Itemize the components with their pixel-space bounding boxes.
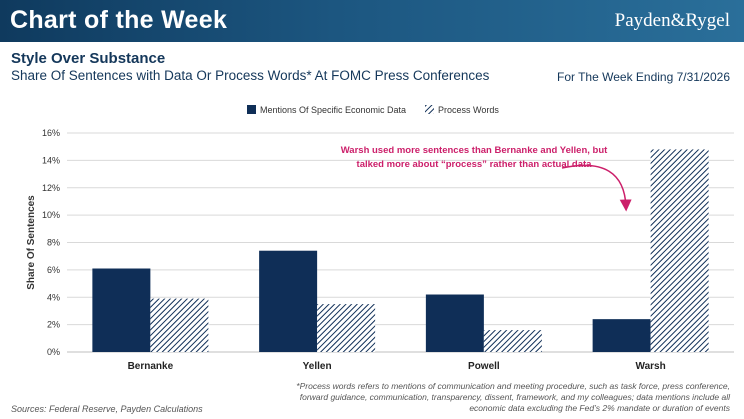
annotation-text: talked more about “process” rather than … [357, 159, 593, 170]
brand-logo: Payden&Rygel [614, 10, 730, 31]
bar-economic-data-warsh [592, 319, 651, 352]
y-tick-label: 6% [47, 265, 60, 275]
legend-swatch-economic-data [247, 105, 256, 114]
y-tick-label: 16% [42, 128, 60, 138]
bar-process-words-powell [483, 330, 542, 352]
x-tick-label: Yellen [303, 361, 332, 372]
bar-economic-data-powell [425, 294, 484, 352]
bar-process-words-bernanke [150, 298, 209, 352]
x-tick-label: Warsh [636, 361, 666, 372]
bar-process-words-yellen [317, 304, 376, 352]
bar-chart: 0% 2% 4% 6% 8% 10% 12% 14% 16% Share Of Sentences… [26, 105, 734, 372]
y-axis-label: Share Of Sentences [26, 195, 37, 290]
legend-swatch-process-words [425, 105, 434, 114]
annotation-text: Warsh used more sentences than Bernanke … [341, 145, 608, 156]
chart-subtitle: Share Of Sentences with Data Or Process … [11, 68, 490, 83]
y-tick-label: 8% [47, 238, 60, 248]
y-tick-label: 4% [47, 292, 60, 302]
week-ending-label: For The Week Ending 7/31/2026 [556, 70, 730, 84]
y-tick-label: 10% [42, 210, 60, 220]
header-banner: Chart of the Week Payden&Rygel [0, 0, 744, 42]
x-tick-label: Bernanke [128, 361, 174, 372]
source-note: Sources: Federal Reserve, Payden Calcula… [11, 404, 203, 414]
legend-label-process-words: Process Words [438, 105, 499, 115]
x-tick-label: Powell [468, 361, 500, 372]
bar-economic-data-bernanke [92, 268, 151, 352]
bar-process-words-warsh [650, 149, 709, 352]
banner-title: Chart of the Week [10, 6, 228, 34]
chart-headline: Style Over Substance [11, 50, 166, 67]
y-tick-label: 14% [42, 155, 60, 165]
y-tick-label: 12% [42, 183, 60, 193]
legend-label-economic-data: Mentions Of Specific Economic Data [260, 105, 406, 115]
y-tick-label: 0% [47, 347, 60, 357]
annotation-arrow [561, 164, 632, 212]
footnote: *Process words refers to mentions of com… [296, 381, 730, 413]
y-tick-label: 2% [47, 320, 60, 330]
bar-economic-data-yellen [259, 250, 318, 352]
